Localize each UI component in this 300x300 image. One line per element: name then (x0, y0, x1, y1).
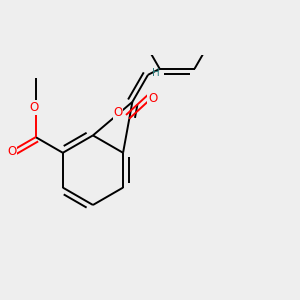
Text: O: O (113, 106, 123, 119)
Text: H: H (152, 68, 159, 78)
Text: O: O (148, 92, 157, 105)
Text: O: O (7, 146, 16, 158)
Text: O: O (30, 101, 39, 114)
